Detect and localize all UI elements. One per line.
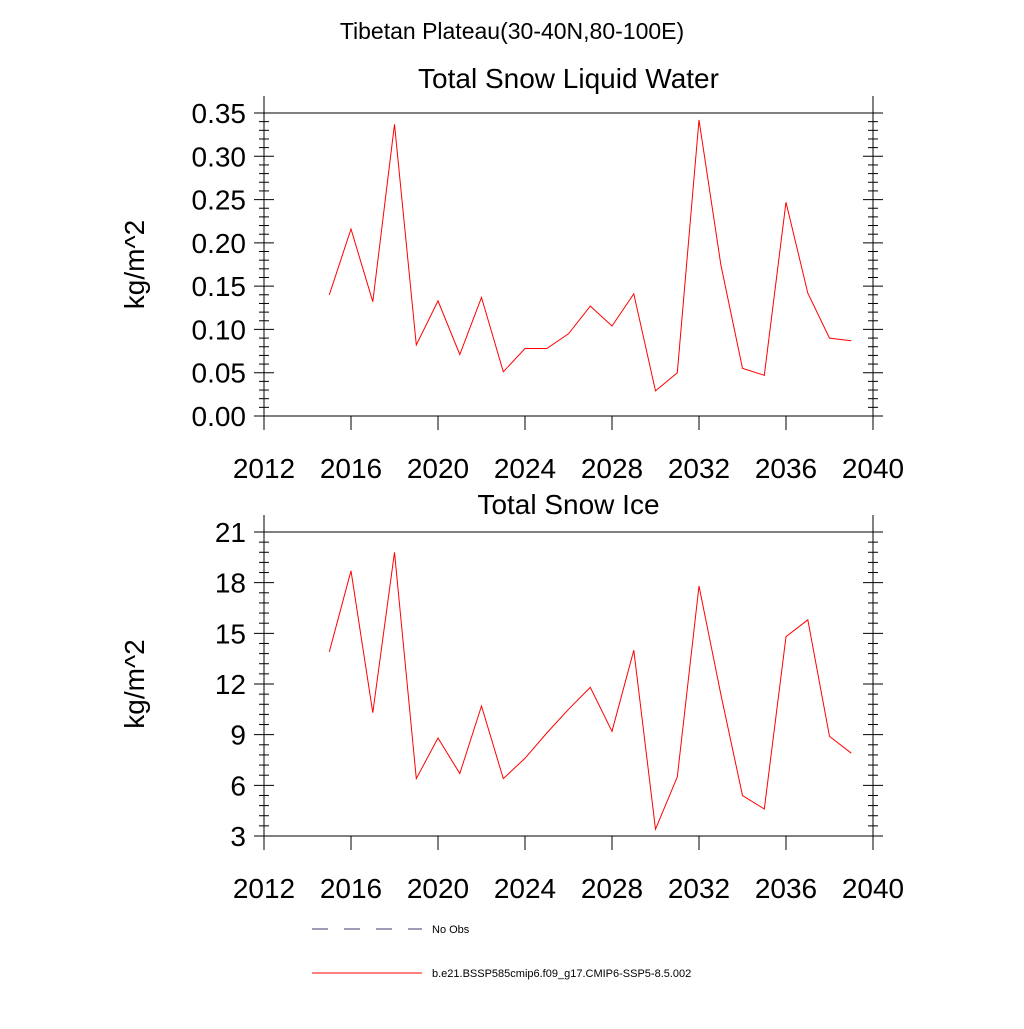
x-tick-label: 2040: [842, 453, 904, 484]
y-tick-label: 15: [215, 618, 246, 649]
y-tick-label: 18: [215, 568, 246, 599]
y-tick-label: 0.05: [192, 358, 247, 389]
legend-label-1: No Obs: [432, 924, 470, 936]
x-tick-label: 2012: [233, 873, 295, 904]
x-tick-label: 2036: [755, 453, 817, 484]
y-tick-label: 0.10: [192, 314, 247, 345]
x-tick-label: 2024: [494, 453, 556, 484]
x-tick-label: 2024: [494, 873, 556, 904]
chart-panel-1: Total Snow Liquid Water 0.00 0.05 0.10 0.15 0…: [119, 63, 904, 484]
legend-label-2: b.e21.BSSP585cmip6.f09_g17.CMIP6-SSP5-8.…: [432, 968, 691, 980]
y-tick-label: 0.35: [192, 98, 247, 129]
y-tick-label: 0.20: [192, 228, 247, 259]
y-axis-label: kg/m^2: [119, 639, 150, 728]
x-tick-label: 2032: [668, 453, 730, 484]
x-tick-label: 2020: [407, 453, 469, 484]
legend: No Obs b.e21.BSSP585cmip6.f09_g17.CMIP6-S…: [312, 924, 691, 980]
y-tick-label: 21: [215, 517, 246, 548]
y-tick-label: 6: [230, 770, 246, 801]
chart-title: Total Snow Ice: [477, 489, 659, 520]
series-line-1: [328, 552, 852, 832]
y-axis-label: kg/m^2: [119, 220, 150, 309]
y-tick-label: 9: [230, 720, 246, 751]
x-tick-label: 2028: [581, 873, 643, 904]
x-tick-label: 2016: [320, 453, 382, 484]
series-line-1: [328, 119, 852, 392]
y-tick-label: 0.15: [192, 271, 247, 302]
x-tick-label: 2036: [755, 873, 817, 904]
figure-suptitle: Tibetan Plateau(30-40N,80-100E): [339, 18, 685, 44]
y-tick-label: 3: [230, 821, 246, 852]
chart-title: Total Snow Liquid Water: [418, 63, 719, 94]
x-tick-label: 2032: [668, 873, 730, 904]
y-tick-label: 0.00: [192, 401, 247, 432]
y-tick-label: 12: [215, 669, 246, 700]
x-tick-label: 2012: [233, 453, 295, 484]
y-tick-label: 0.30: [192, 141, 247, 172]
chart-panel-2: Total Snow Ice 3 6 9 12 15 18 21 2012 2016 2020 202…: [119, 489, 904, 904]
x-tick-label: 2040: [842, 873, 904, 904]
x-tick-label: 2020: [407, 873, 469, 904]
x-tick-label: 2028: [581, 453, 643, 484]
x-tick-label: 2016: [320, 873, 382, 904]
y-tick-label: 0.25: [192, 185, 247, 216]
